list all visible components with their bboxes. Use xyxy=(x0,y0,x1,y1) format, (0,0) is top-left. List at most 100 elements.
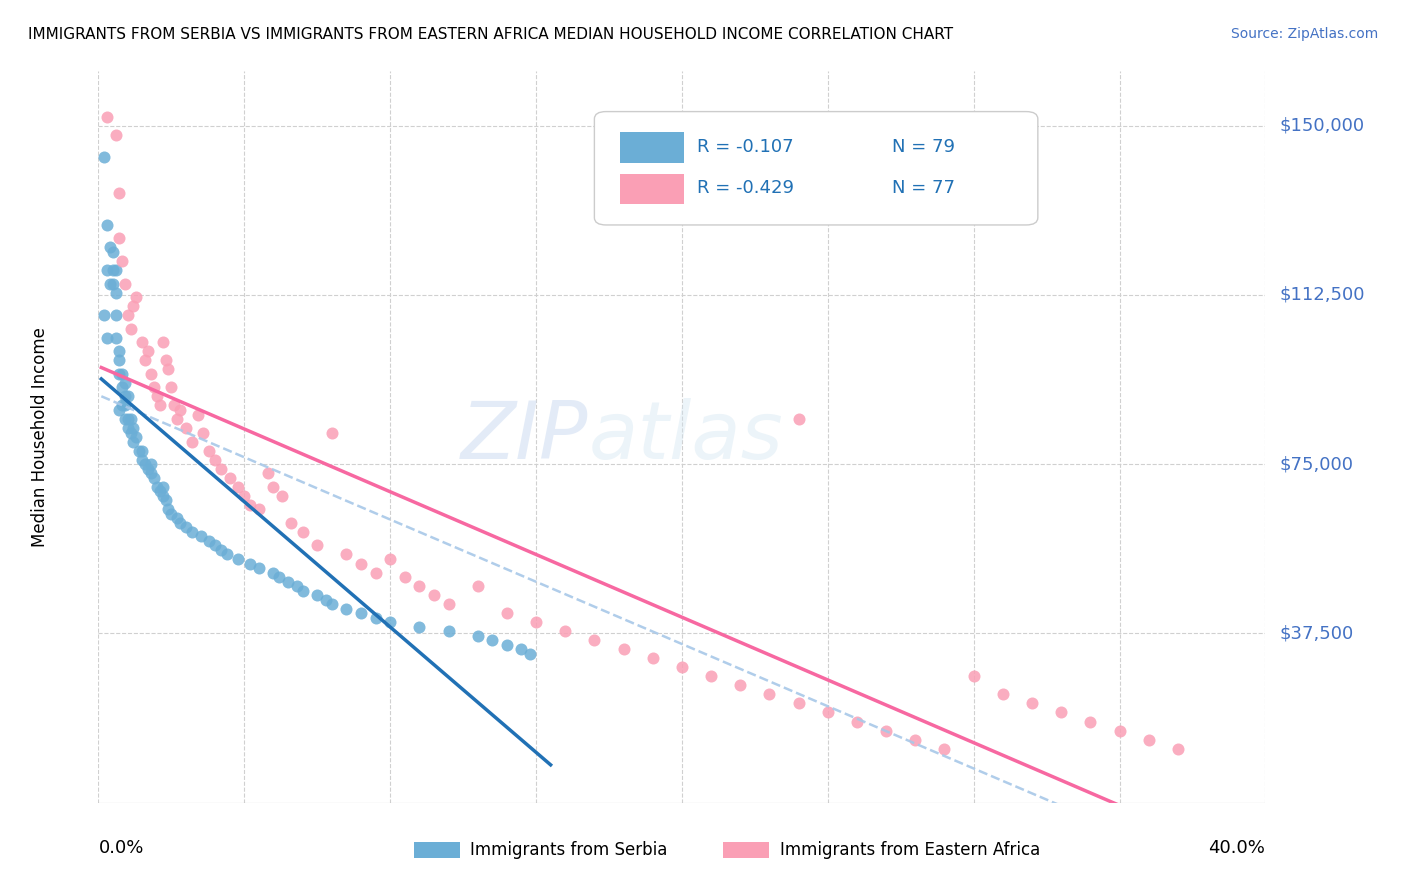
Bar xyxy=(620,174,685,204)
Point xyxy=(380,552,402,566)
Point xyxy=(111,380,134,394)
Point xyxy=(187,408,209,422)
Point xyxy=(104,128,127,142)
Point xyxy=(408,620,430,634)
Point xyxy=(364,610,387,624)
Point xyxy=(408,579,430,593)
Point xyxy=(101,244,124,259)
Point xyxy=(875,723,897,738)
Point xyxy=(163,399,186,413)
Point xyxy=(125,430,148,444)
Point xyxy=(285,579,308,593)
Point xyxy=(269,570,291,584)
Point xyxy=(307,588,329,602)
Text: Immigrants from Eastern Africa: Immigrants from Eastern Africa xyxy=(780,840,1040,859)
Point xyxy=(190,529,212,543)
Point xyxy=(131,443,153,458)
Point xyxy=(215,548,238,562)
Point xyxy=(160,380,183,394)
Point xyxy=(174,421,197,435)
Point xyxy=(157,502,180,516)
Point xyxy=(166,412,188,426)
Point xyxy=(700,669,723,683)
Point xyxy=(104,263,127,277)
Point xyxy=(380,615,402,630)
Point xyxy=(166,511,188,525)
Point xyxy=(198,443,221,458)
Point xyxy=(271,489,294,503)
Point xyxy=(146,389,169,403)
Point xyxy=(787,697,810,711)
Point xyxy=(104,285,127,300)
Text: N = 77: N = 77 xyxy=(891,179,955,197)
Point xyxy=(321,425,343,440)
Point xyxy=(1050,706,1073,720)
Point xyxy=(136,461,159,475)
Point xyxy=(496,638,519,652)
Point xyxy=(139,367,162,381)
Point xyxy=(152,480,174,494)
Point xyxy=(524,615,547,630)
Point xyxy=(262,566,284,580)
Point xyxy=(108,353,131,368)
Point xyxy=(152,489,174,503)
Point xyxy=(1137,732,1160,747)
Point xyxy=(291,524,314,539)
Point xyxy=(280,516,302,530)
Point xyxy=(787,412,810,426)
Point xyxy=(554,624,576,639)
Point xyxy=(114,376,136,390)
Point xyxy=(335,601,357,615)
Point xyxy=(277,574,299,589)
Point xyxy=(817,706,839,720)
Text: IMMIGRANTS FROM SERBIA VS IMMIGRANTS FROM EASTERN AFRICA MEDIAN HOUSEHOLD INCOME: IMMIGRANTS FROM SERBIA VS IMMIGRANTS FRO… xyxy=(28,27,953,42)
Point xyxy=(149,399,172,413)
Point xyxy=(641,651,664,665)
Point xyxy=(467,579,489,593)
Text: 40.0%: 40.0% xyxy=(1209,839,1265,857)
Point xyxy=(169,516,191,530)
Point xyxy=(262,480,284,494)
Text: N = 79: N = 79 xyxy=(891,137,955,156)
Text: $37,500: $37,500 xyxy=(1279,624,1354,642)
Point xyxy=(934,741,956,756)
Point xyxy=(204,538,226,552)
Point xyxy=(114,412,136,426)
Point xyxy=(155,493,177,508)
Point xyxy=(128,443,150,458)
Point xyxy=(108,403,131,417)
Point xyxy=(315,592,337,607)
Point xyxy=(228,552,250,566)
Point xyxy=(510,642,533,657)
Point xyxy=(180,524,202,539)
Point xyxy=(321,597,343,611)
Point xyxy=(122,434,145,449)
Point xyxy=(122,299,145,313)
Text: R = -0.429: R = -0.429 xyxy=(697,179,794,197)
Bar xyxy=(413,841,460,858)
Point xyxy=(117,412,139,426)
Point xyxy=(114,399,136,413)
Point xyxy=(174,520,197,534)
Bar xyxy=(620,132,685,163)
Text: ZIP: ZIP xyxy=(461,398,589,476)
FancyBboxPatch shape xyxy=(595,112,1038,225)
Point xyxy=(846,714,869,729)
Point xyxy=(122,421,145,435)
Point xyxy=(155,353,177,368)
Point xyxy=(350,606,373,620)
Point xyxy=(671,660,693,674)
Point xyxy=(519,647,541,661)
Point xyxy=(467,629,489,643)
Text: $112,500: $112,500 xyxy=(1279,285,1365,304)
Point xyxy=(131,335,153,350)
Point xyxy=(117,421,139,435)
Point xyxy=(134,353,156,368)
Point xyxy=(350,557,373,571)
Point xyxy=(125,290,148,304)
Point xyxy=(233,489,256,503)
Point xyxy=(209,543,232,558)
Point xyxy=(256,466,278,480)
Point xyxy=(239,557,262,571)
Point xyxy=(101,263,124,277)
